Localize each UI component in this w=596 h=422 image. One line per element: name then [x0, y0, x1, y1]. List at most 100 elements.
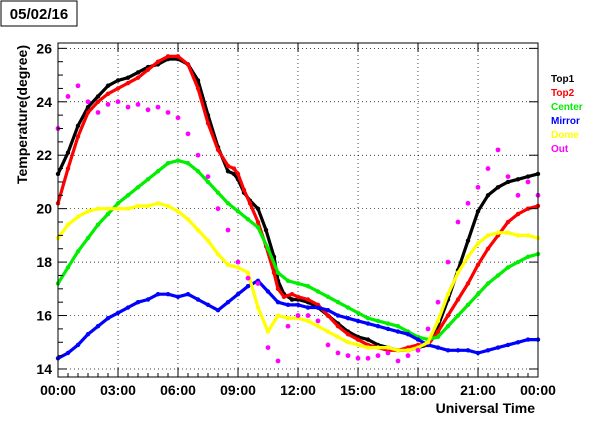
data-point: [165, 203, 171, 209]
data-point: [65, 265, 71, 270]
data-point: [375, 353, 381, 359]
data-point: [95, 110, 101, 115]
data-point: [285, 302, 291, 308]
data-point: [241, 187, 247, 193]
data-point: [135, 102, 141, 107]
x-tick-label: 15:00: [340, 382, 376, 398]
data-point: [355, 318, 361, 324]
data-point: [175, 115, 181, 121]
data-point: [415, 347, 421, 353]
data-point: [435, 299, 441, 305]
data-point: [195, 78, 201, 83]
data-point: [505, 230, 511, 235]
data-point: [305, 283, 311, 289]
series-out: [55, 83, 541, 364]
y-tick-label: 24: [36, 94, 52, 110]
data-point: [475, 241, 481, 246]
legend-entry: Center: [551, 102, 583, 113]
data-point: [325, 294, 331, 300]
data-point: [525, 179, 531, 185]
data-point: [475, 350, 481, 356]
data-point: [435, 318, 441, 324]
data-point: [445, 313, 451, 318]
data-point: [231, 171, 237, 177]
data-point: [295, 313, 301, 318]
data-point: [125, 75, 131, 80]
data-point: [245, 275, 251, 281]
data-point: [65, 94, 71, 99]
data-point: [375, 324, 381, 329]
data-point: [495, 345, 501, 350]
data-point: [305, 318, 311, 324]
plot-frame: [57, 42, 539, 378]
data-point: [365, 345, 371, 350]
data-point: [205, 120, 211, 126]
data-point: [335, 350, 341, 356]
data-point: [515, 340, 521, 345]
data-point: [365, 337, 371, 342]
data-point: [75, 83, 81, 89]
data-point: [255, 219, 261, 225]
data-point: [105, 91, 111, 96]
data-point: [525, 174, 531, 179]
data-point: [75, 123, 81, 129]
data-series: [55, 54, 541, 364]
data-point: [215, 308, 221, 313]
data-point: [165, 110, 171, 115]
data-point: [265, 345, 271, 351]
data-point: [465, 254, 471, 259]
data-point: [65, 150, 71, 155]
data-point: [145, 297, 151, 302]
data-point: [515, 211, 521, 217]
data-point: [85, 332, 91, 337]
data-point: [295, 281, 301, 286]
data-point: [465, 281, 471, 286]
data-point: [355, 355, 361, 361]
x-axis-label: Universal Time: [436, 400, 536, 416]
series-top2: [55, 54, 541, 353]
data-point: [225, 227, 231, 233]
y-tick-label: 26: [36, 40, 52, 56]
grid-lines: [57, 43, 539, 377]
data-point: [515, 233, 521, 238]
data-point: [65, 350, 71, 356]
data-point: [205, 302, 211, 308]
data-point: [155, 169, 161, 174]
data-point: [115, 206, 121, 211]
data-point: [355, 310, 361, 316]
data-point: [405, 348, 411, 353]
data-point: [225, 262, 231, 267]
data-point: [205, 174, 211, 180]
tick-labels: 14 16 18 20 22 24 26 00:00 03:00 06:00 09:00 12:00 1…: [36, 40, 556, 398]
data-point: [335, 313, 341, 318]
x-tick-label: 18:00: [400, 382, 436, 398]
data-point: [435, 345, 441, 350]
x-tick-label: 00:00: [40, 382, 76, 398]
data-point: [455, 348, 461, 353]
data-point: [215, 147, 221, 153]
data-point: [275, 270, 281, 275]
data-point: [485, 193, 491, 198]
data-point: [315, 318, 321, 324]
data-point: [345, 305, 351, 310]
data-point: [505, 174, 511, 180]
data-point: [505, 265, 511, 270]
data-point: [95, 99, 101, 104]
data-point: [105, 206, 111, 211]
data-point: [515, 259, 521, 265]
data-point: [275, 358, 281, 364]
data-point: [285, 316, 291, 321]
data-point: [105, 316, 111, 321]
data-point: [235, 209, 241, 214]
x-tick-label: 03:00: [100, 382, 136, 398]
data-point: [195, 152, 201, 158]
data-point: [195, 297, 201, 302]
data-point: [415, 337, 421, 342]
data-point: [125, 305, 131, 310]
series-line: [56, 201, 540, 352]
data-point: [65, 166, 71, 171]
data-point: [295, 294, 301, 300]
legend-entry: Top1: [551, 74, 575, 85]
data-point: [265, 289, 271, 294]
data-point: [385, 321, 391, 326]
